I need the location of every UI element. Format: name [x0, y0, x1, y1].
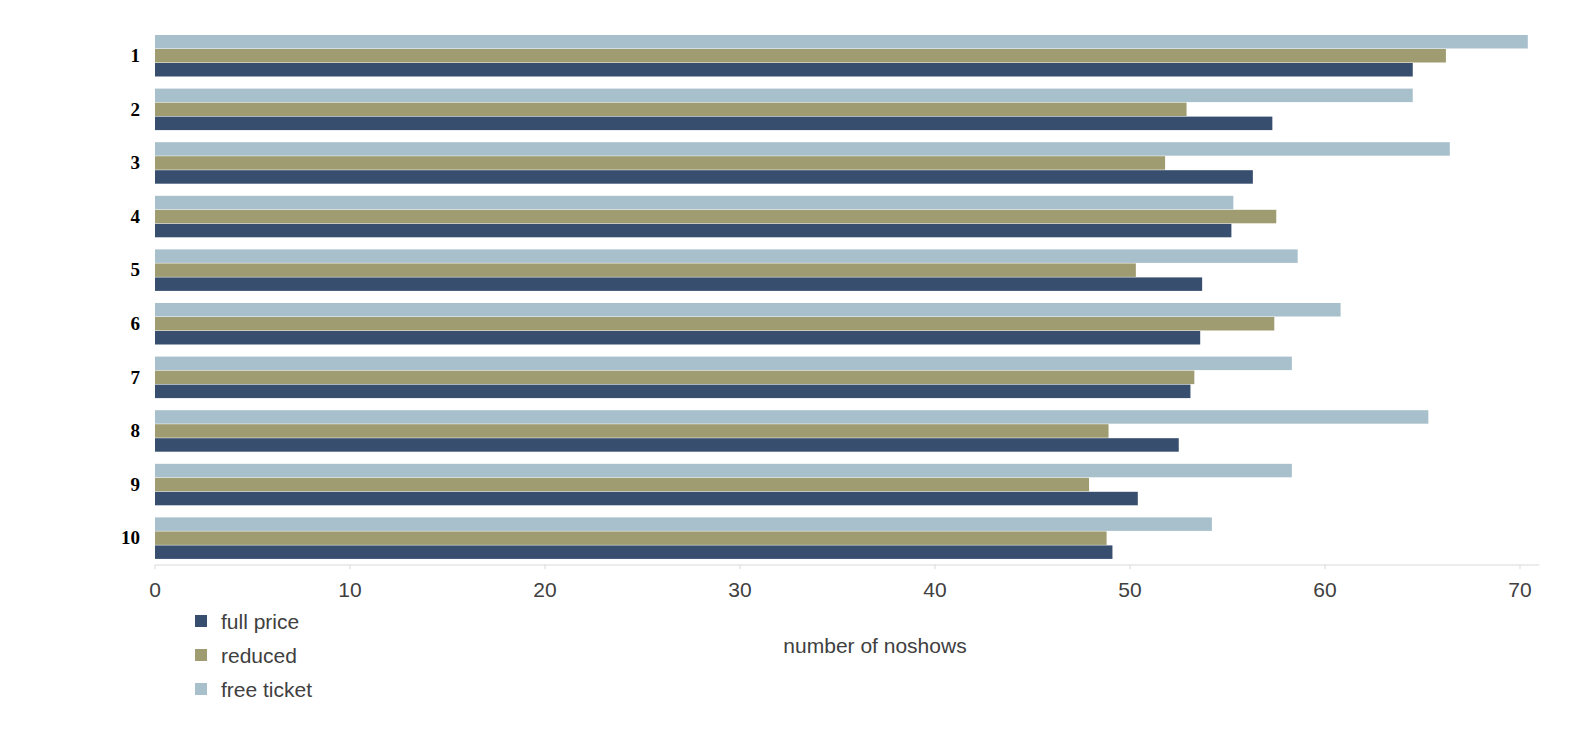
- bar: [155, 531, 1107, 545]
- tick-label: 40: [923, 578, 946, 601]
- bar: [155, 517, 1212, 531]
- bars: [155, 35, 1528, 559]
- bar: [155, 196, 1233, 210]
- bar: [155, 371, 1194, 385]
- category-label: 7: [131, 367, 141, 388]
- category-label: 10: [121, 527, 140, 548]
- bar: [155, 331, 1200, 345]
- bar: [155, 117, 1272, 131]
- tick-label: 30: [728, 578, 751, 601]
- bar: [155, 317, 1274, 331]
- axis-title: number of noshows: [783, 634, 966, 657]
- tick-label: 10: [338, 578, 361, 601]
- tick-mark: [740, 565, 741, 569]
- bar: [155, 385, 1190, 399]
- bar: [155, 249, 1298, 263]
- bar: [155, 103, 1187, 117]
- tick-label: 70: [1508, 578, 1531, 601]
- tick-mark: [545, 565, 546, 569]
- bar: [155, 357, 1292, 371]
- category-label: 9: [131, 474, 141, 495]
- tick-label: 0: [149, 578, 161, 601]
- tick-mark: [350, 565, 351, 569]
- category-label: 5: [131, 259, 141, 280]
- category-label: 6: [131, 313, 141, 334]
- chart: 1 2 3 4 5 6 7 8 9 10 0 10 20 30 40 50 60 70 number of nosh…: [0, 0, 1587, 735]
- tick-label: 20: [533, 578, 556, 601]
- legend-label: free ticket: [221, 678, 312, 701]
- bar: [155, 492, 1138, 506]
- legend-label: full price: [221, 610, 299, 633]
- category-label: 2: [131, 99, 141, 120]
- bar: [155, 263, 1136, 277]
- bar: [155, 142, 1450, 156]
- tick-label: 50: [1118, 578, 1141, 601]
- tick-mark: [155, 565, 156, 569]
- tick-mark: [1130, 565, 1131, 569]
- bar: [155, 170, 1253, 184]
- category-label: 4: [131, 206, 141, 227]
- bar: [155, 156, 1165, 170]
- tick-mark: [935, 565, 936, 569]
- tick-label: 60: [1313, 578, 1336, 601]
- bar: [155, 464, 1292, 478]
- bar: [155, 89, 1413, 103]
- bar: [155, 35, 1528, 49]
- bar: [155, 545, 1112, 559]
- tick-mark: [1325, 565, 1326, 569]
- legend-label: reduced: [221, 644, 297, 667]
- category-label: 8: [131, 420, 141, 441]
- legend-swatch: [195, 649, 207, 661]
- category-label: 3: [131, 152, 141, 173]
- bar: [155, 224, 1231, 238]
- bar: [155, 277, 1202, 291]
- bar: [155, 438, 1179, 452]
- bar: [155, 303, 1341, 317]
- legend-swatch: [195, 683, 207, 695]
- bar: [155, 410, 1428, 424]
- legend-swatch: [195, 615, 207, 627]
- bar: [155, 424, 1109, 438]
- bar: [155, 478, 1089, 492]
- tick-mark: [1520, 565, 1521, 569]
- bar: [155, 63, 1413, 77]
- bar: [155, 210, 1276, 224]
- x-axis-line: [155, 565, 1540, 566]
- bar: [155, 49, 1446, 63]
- category-label: 1: [131, 45, 141, 66]
